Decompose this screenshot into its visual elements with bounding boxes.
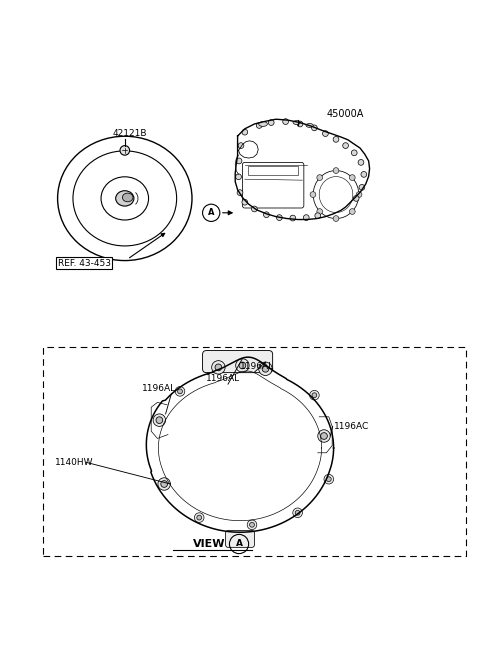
Circle shape — [178, 389, 182, 394]
Circle shape — [283, 119, 288, 125]
Circle shape — [242, 199, 248, 205]
Circle shape — [361, 171, 367, 177]
Bar — [43, 347, 466, 556]
Ellipse shape — [349, 209, 355, 215]
Circle shape — [359, 184, 365, 190]
Text: VIEW: VIEW — [193, 539, 226, 549]
Circle shape — [256, 123, 262, 129]
Circle shape — [247, 520, 257, 529]
Text: REF. 43-453: REF. 43-453 — [58, 258, 110, 268]
Circle shape — [310, 390, 319, 400]
Circle shape — [276, 215, 282, 220]
Ellipse shape — [356, 192, 362, 197]
Circle shape — [303, 215, 309, 220]
Circle shape — [215, 364, 222, 371]
Text: 1196AL: 1196AL — [240, 362, 274, 371]
Circle shape — [236, 174, 241, 180]
Ellipse shape — [333, 168, 339, 173]
Ellipse shape — [317, 209, 323, 215]
Circle shape — [120, 146, 130, 155]
Circle shape — [252, 206, 257, 212]
FancyBboxPatch shape — [226, 531, 254, 547]
Ellipse shape — [306, 123, 313, 127]
Circle shape — [312, 125, 317, 131]
Text: A: A — [208, 209, 215, 217]
Circle shape — [293, 508, 302, 518]
Ellipse shape — [317, 174, 323, 180]
Text: 45000A: 45000A — [327, 109, 364, 119]
Text: 1140HW: 1140HW — [55, 458, 94, 467]
Circle shape — [161, 481, 168, 487]
Circle shape — [237, 190, 243, 195]
Ellipse shape — [333, 216, 339, 222]
Circle shape — [153, 414, 166, 426]
Ellipse shape — [310, 192, 316, 197]
Circle shape — [236, 359, 249, 372]
Circle shape — [238, 143, 244, 148]
Circle shape — [197, 515, 202, 520]
Circle shape — [315, 213, 321, 218]
Circle shape — [158, 478, 170, 490]
Ellipse shape — [259, 121, 267, 127]
Text: 1196AL: 1196AL — [142, 384, 176, 393]
Circle shape — [242, 129, 248, 135]
Circle shape — [295, 510, 300, 515]
Circle shape — [297, 121, 303, 127]
Circle shape — [236, 158, 242, 164]
Circle shape — [250, 522, 254, 527]
Circle shape — [323, 131, 328, 136]
Circle shape — [353, 195, 359, 201]
Circle shape — [239, 362, 246, 369]
Ellipse shape — [122, 193, 133, 202]
Circle shape — [259, 362, 272, 375]
Text: 1196AL: 1196AL — [206, 374, 240, 383]
Ellipse shape — [349, 174, 355, 180]
Circle shape — [212, 361, 225, 374]
Circle shape — [264, 212, 269, 218]
Circle shape — [333, 136, 339, 142]
Circle shape — [343, 143, 348, 148]
Circle shape — [156, 417, 163, 424]
Circle shape — [262, 365, 269, 372]
Ellipse shape — [293, 121, 300, 125]
Circle shape — [321, 433, 327, 440]
Text: 1196AC: 1196AC — [334, 422, 369, 431]
FancyBboxPatch shape — [203, 350, 273, 373]
Circle shape — [326, 477, 331, 482]
Circle shape — [175, 386, 185, 396]
Circle shape — [351, 150, 357, 155]
Circle shape — [324, 474, 334, 484]
Circle shape — [312, 393, 317, 398]
Text: 42121B: 42121B — [112, 129, 147, 138]
Circle shape — [358, 159, 364, 165]
Ellipse shape — [116, 191, 134, 206]
Circle shape — [290, 215, 296, 221]
Circle shape — [318, 430, 330, 442]
Circle shape — [268, 119, 274, 125]
Text: A: A — [236, 539, 242, 548]
Circle shape — [194, 513, 204, 522]
